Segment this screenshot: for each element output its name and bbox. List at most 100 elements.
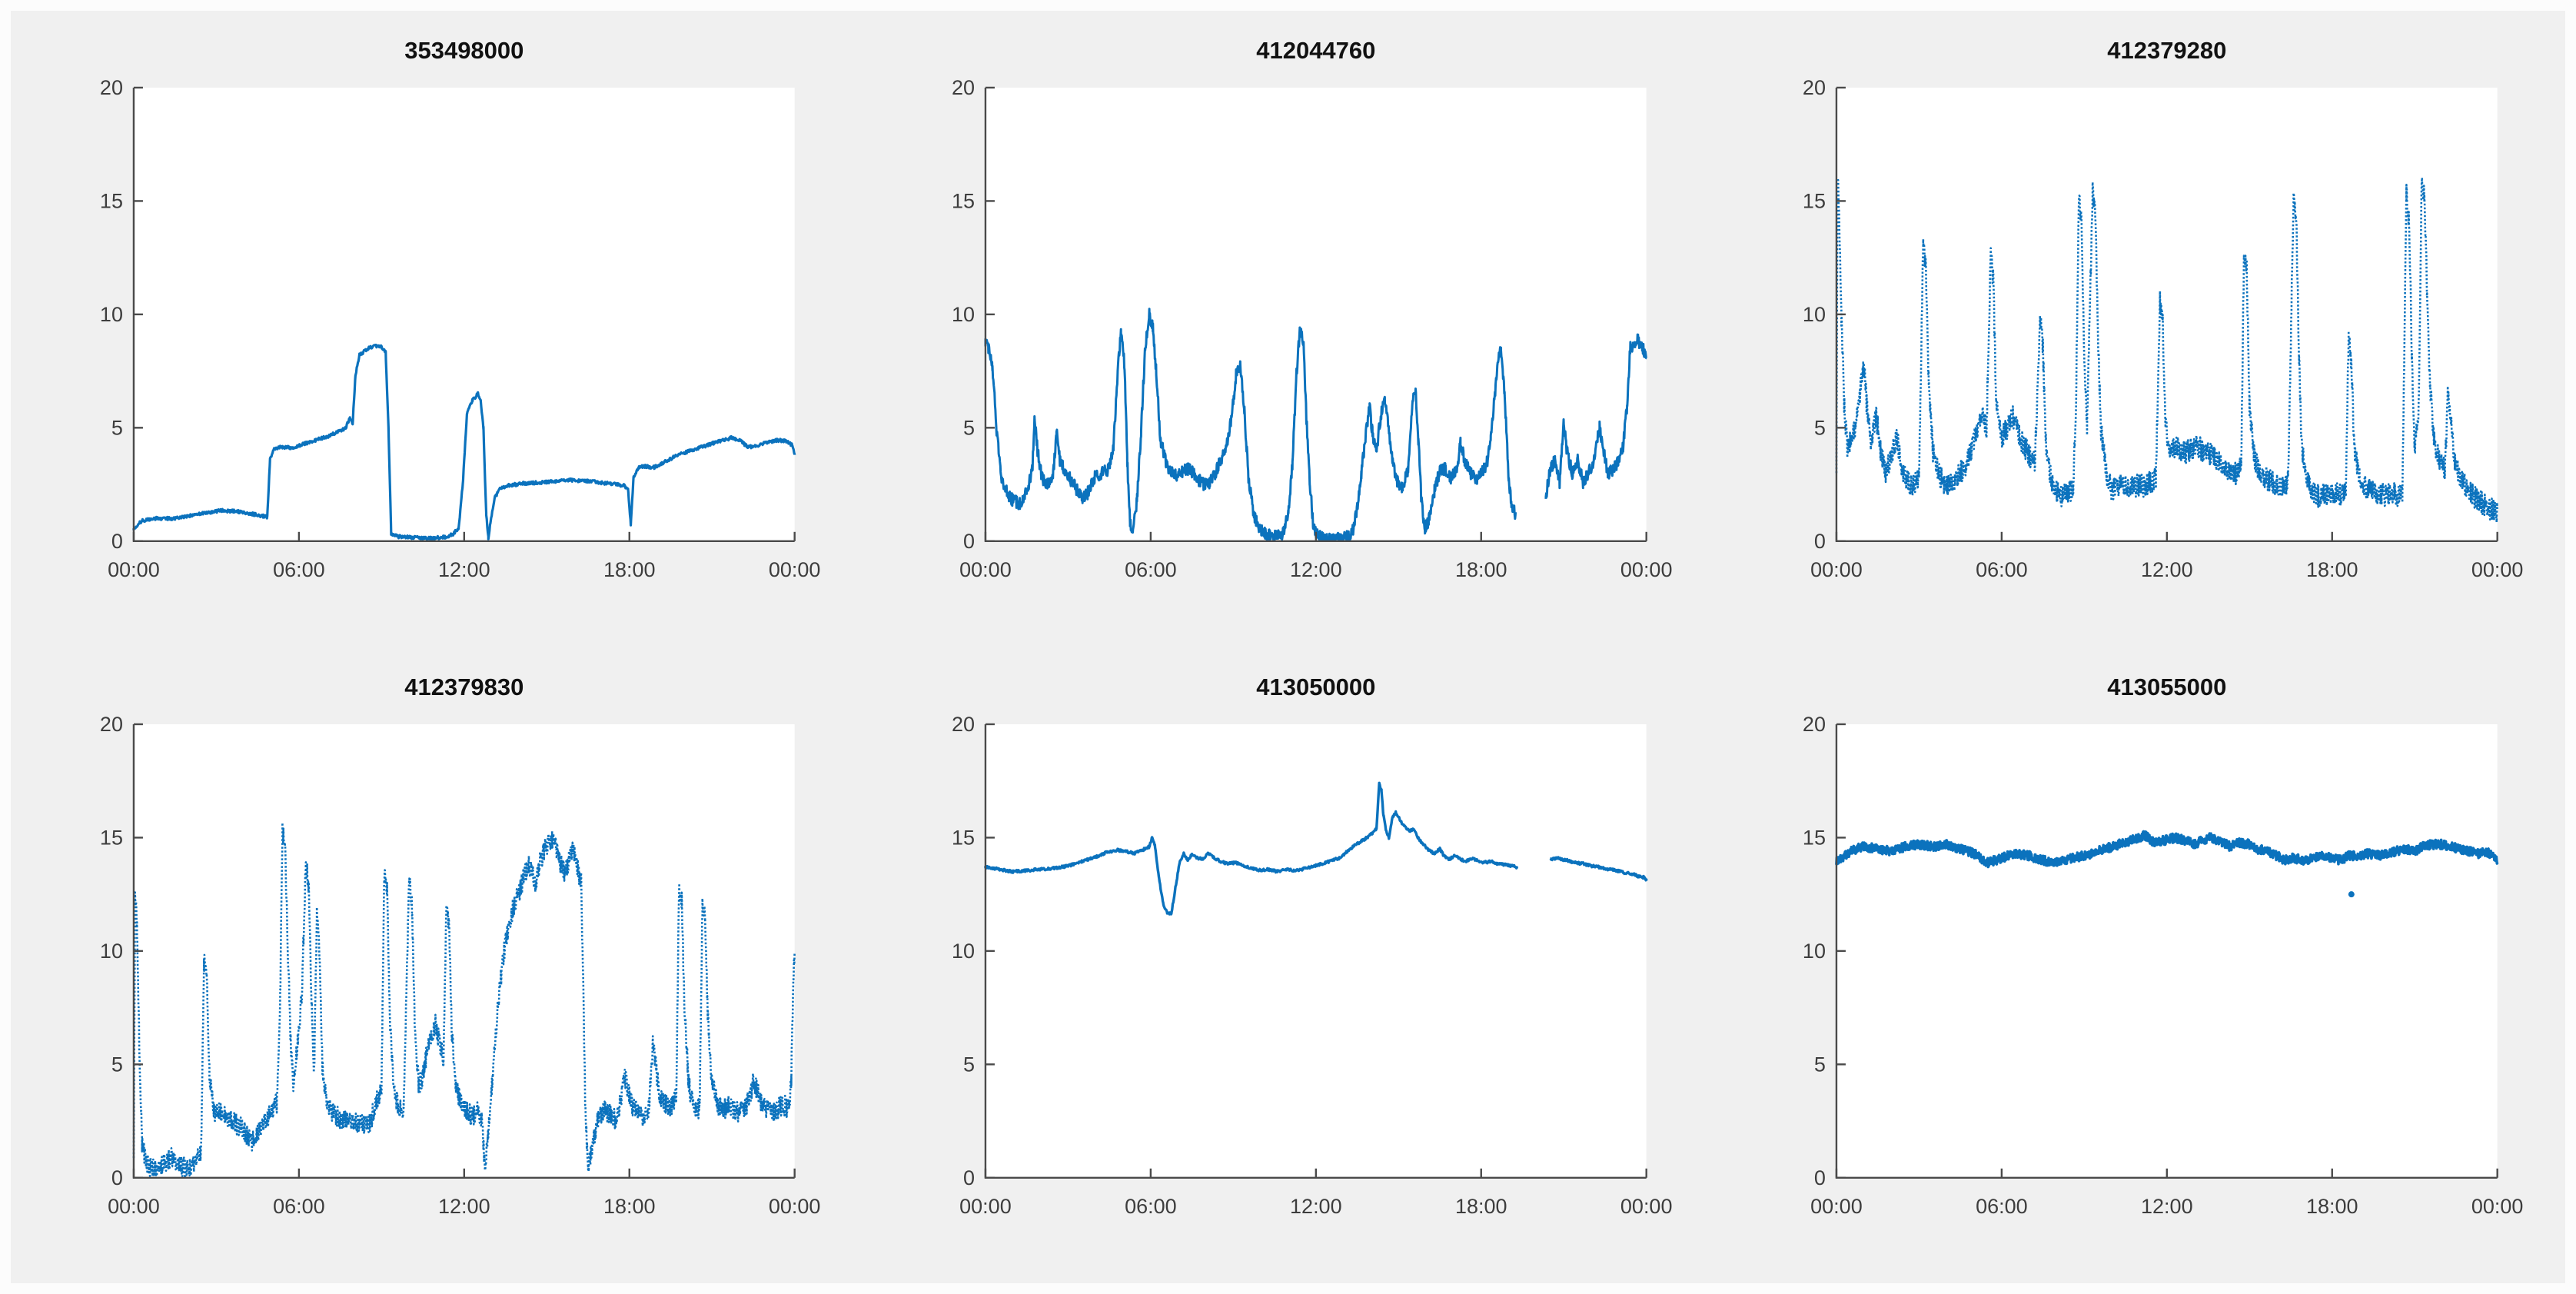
y-tick-label: 15 [1803,826,1826,849]
data-series [984,308,1517,541]
y-tick-label: 0 [111,1166,123,1189]
y-tick-label: 15 [952,826,975,849]
chart-title: 413055000 [2108,674,2227,700]
x-tick-label: 12:00 [1290,1195,1342,1218]
subplot-3: 0 5 10 15 20 00:00 06:00 12:00 18:00 00:00 412379… [1713,11,2565,647]
x-tick-label: 12:00 [438,1195,490,1218]
chart-canvas-4: 0 5 10 15 20 00:00 06:00 12:00 18:00 00:00 412379… [100,674,821,1218]
x-tick-label: 12:00 [2141,1195,2193,1218]
plot-area: 0 5 10 15 20 00:00 06:00 12:00 18:00 00:00 [100,713,821,1218]
y-tick-label: 20 [100,713,123,736]
x-tick-label: 00:00 [959,1195,1012,1218]
x-tick-label: 06:00 [273,1195,325,1218]
plot-area: 0 5 10 15 20 00:00 06:00 12:00 18:00 00:00 [952,76,1673,581]
x-tick-label: 00:00 [2471,1195,2524,1218]
plot-background [985,724,1647,1178]
x-tick-label: 06:00 [1125,558,1177,581]
x-tick-label: 00:00 [769,558,821,581]
x-tick-label: 12:00 [2141,558,2193,581]
axes: 0 5 10 15 20 00:00 06:00 12:00 18:00 00:00 [952,713,1673,1218]
x-tick-label: 18:00 [2306,1195,2358,1218]
plot-background [1836,87,2498,541]
y-tick-label: 15 [1803,189,1826,212]
subplot-2: 0 5 10 15 20 00:00 06:00 12:00 18:00 00:00 412044… [863,11,1714,647]
data-series [983,781,1518,916]
x-tick-label: 00:00 [1620,558,1673,581]
y-tick-label: 20 [952,713,975,736]
subplot-4: 0 5 10 15 20 00:00 06:00 12:00 18:00 00:00 412379… [11,647,863,1284]
y-tick-label: 15 [952,189,975,212]
y-tick-label: 5 [963,416,975,439]
y-tick-label: 10 [100,303,123,326]
x-tick-label: 00:00 [1811,1195,1863,1218]
chart-canvas-5: 0 5 10 15 20 00:00 06:00 12:00 18:00 00:00 413050… [952,674,1673,1218]
subplot-6: 0 5 10 15 20 00:00 06:00 12:00 18:00 00:00 413055… [1713,647,2565,1284]
chart-title: 413050000 [1256,674,1375,700]
subplot-1: 0 5 10 15 20 00:00 06:00 12:00 18:00 00:00 353498… [11,11,863,647]
y-tick-label: 10 [100,940,123,963]
y-tick-label: 5 [963,1053,975,1076]
y-tick-label: 5 [111,416,123,439]
x-tick-label: 06:00 [1976,1195,2028,1218]
x-tick-label: 18:00 [603,1195,656,1218]
y-tick-label: 10 [952,303,975,326]
axes: 0 5 10 15 20 00:00 06:00 12:00 18:00 00:00 [100,76,821,581]
data-series [1835,176,2499,524]
y-tick-label: 5 [1814,416,1826,439]
axes: 0 5 10 15 20 00:00 06:00 12:00 18:00 00:00 [100,713,821,1218]
plot-area: 0 5 10 15 20 00:00 06:00 12:00 18:00 00:00 [1803,713,2524,1218]
y-tick-label: 5 [111,1053,123,1076]
y-tick-label: 20 [952,76,975,99]
chart-title: 412379830 [404,674,524,700]
x-tick-label: 18:00 [1455,558,1507,581]
x-tick-label: 00:00 [959,558,1012,581]
y-tick-label: 0 [1814,1166,1826,1189]
x-tick-label: 06:00 [273,558,325,581]
outlier-point [2348,890,2355,897]
y-tick-label: 5 [1814,1053,1826,1076]
x-tick-label: 00:00 [1811,558,1863,581]
plot-area: 0 5 10 15 20 00:00 06:00 12:00 18:00 00:00 [952,713,1673,1218]
chart-canvas-3: 0 5 10 15 20 00:00 06:00 12:00 18:00 00:00 412379… [1803,37,2524,581]
figure-panel: 0 5 10 15 20 00:00 06:00 12:00 18:00 00:00 353498… [11,11,2565,1283]
y-tick-label: 15 [100,826,123,849]
data-series [1544,333,1647,499]
y-tick-label: 10 [952,940,975,963]
chart-title: 412044760 [1256,37,1375,64]
plot-area: 0 5 10 15 20 00:00 06:00 12:00 18:00 00:00 [1803,76,2524,581]
x-tick-label: 00:00 [108,558,160,581]
y-tick-label: 10 [1803,303,1826,326]
y-tick-label: 15 [100,189,123,212]
x-tick-label: 18:00 [603,558,656,581]
axes: 0 5 10 15 20 00:00 06:00 12:00 18:00 00:00 [1803,76,2524,581]
x-tick-label: 06:00 [1125,1195,1177,1218]
y-tick-label: 20 [100,76,123,99]
plot-background [1836,724,2498,1178]
data-series [132,343,796,541]
y-tick-label: 10 [1803,940,1826,963]
x-tick-label: 18:00 [1455,1195,1507,1218]
y-tick-label: 0 [1814,530,1826,553]
axes: 0 5 10 15 20 00:00 06:00 12:00 18:00 00:00 [952,76,1673,581]
x-tick-label: 00:00 [769,1195,821,1218]
subplot-5: 0 5 10 15 20 00:00 06:00 12:00 18:00 00:00 413050… [863,647,1714,1284]
x-tick-label: 00:00 [108,1195,160,1218]
chart-canvas-1: 0 5 10 15 20 00:00 06:00 12:00 18:00 00:00 353498… [100,37,821,581]
chart-canvas-6: 0 5 10 15 20 00:00 06:00 12:00 18:00 00:00 413055… [1803,674,2524,1218]
data-series [1835,830,2499,869]
plot-area: 0 5 10 15 20 00:00 06:00 12:00 18:00 00:00 [100,76,821,581]
y-tick-label: 0 [963,530,975,553]
x-tick-label: 00:00 [2471,558,2524,581]
y-tick-label: 0 [111,530,123,553]
data-series [132,821,796,1177]
y-tick-label: 20 [1803,713,1826,736]
x-tick-label: 00:00 [1620,1195,1673,1218]
data-series [1548,855,1648,882]
chart-canvas-2: 0 5 10 15 20 00:00 06:00 12:00 18:00 00:00 412044… [952,37,1673,581]
plot-background [985,87,1647,541]
x-tick-label: 06:00 [1976,558,2028,581]
x-tick-label: 12:00 [1290,558,1342,581]
y-tick-label: 0 [963,1166,975,1189]
axes: 0 5 10 15 20 00:00 06:00 12:00 18:00 00:00 [1803,713,2524,1218]
chart-title: 353498000 [404,37,524,64]
